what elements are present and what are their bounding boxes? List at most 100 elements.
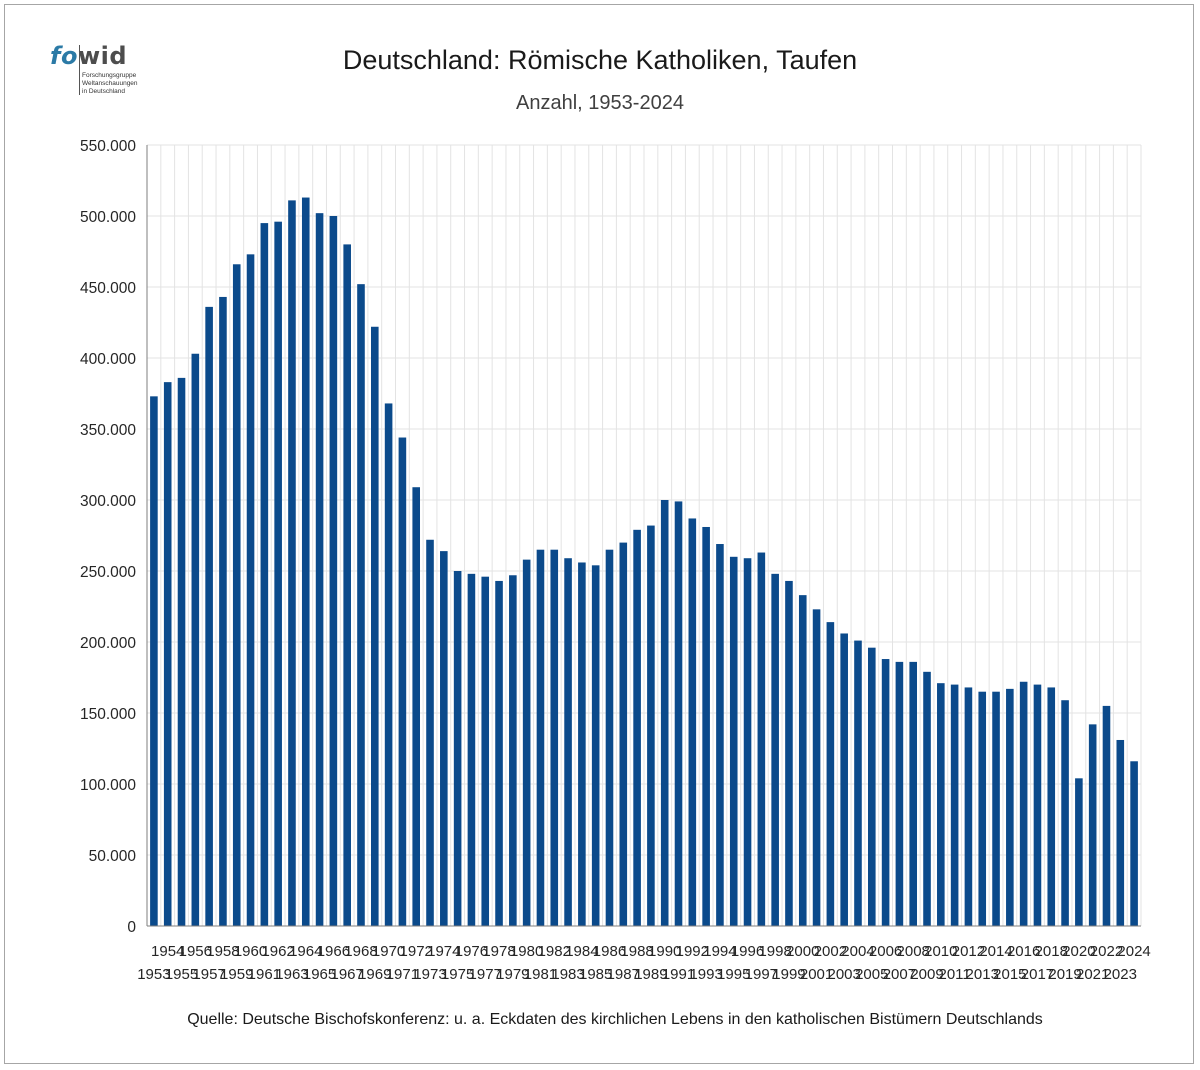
x-tick-label: 2005 [855,966,888,983]
bar [384,403,393,926]
x-tick-label: 2023 [1104,966,1137,983]
bar [633,529,641,926]
x-tick-label: 2009 [910,966,943,983]
x-tick-label: 1999 [772,966,805,983]
x-tick-label: 1986 [593,943,626,960]
bar [1061,700,1069,926]
bar-chart: 0 50.000 100.000 150.000 200.000 250.000 300.0… [80,138,1151,983]
x-tick-label: 1983 [551,966,584,983]
x-tick-label: 1972 [400,943,433,960]
y-tick-label: 100.000 [80,777,136,794]
x-tick-label: 1996 [731,943,764,960]
bar [219,296,227,926]
bar [260,223,269,927]
bar [398,437,407,926]
bar [301,197,310,927]
x-tick-label: 1955 [165,966,198,983]
bar [1047,687,1056,926]
bar [950,684,959,926]
bar [992,691,1000,926]
x-tick-label: 1961 [248,966,281,983]
x-tick-label: 1981 [524,966,557,983]
bars [150,197,1138,927]
x-tick-label: 1992 [676,943,709,960]
bar [453,571,462,926]
logo-wordmark: fowid [50,42,127,70]
x-tick-label: 1971 [386,966,419,983]
x-tick-label: 1980 [510,943,543,960]
x-tick-label: 2024 [1117,943,1150,960]
bar [895,661,904,926]
x-tick-label: 1994 [703,943,736,960]
x-tick-label: 2021 [1076,966,1109,983]
x-tick-label: 1962 [261,943,294,960]
x-tick-label: 1969 [358,966,391,983]
chart-subtitle: Anzahl, 1953-2024 [516,92,684,114]
y-tick-label: 450.000 [80,280,136,297]
bar [440,551,448,926]
x-tick-label: 2016 [1007,943,1040,960]
x-tick-label: 1985 [579,966,612,983]
logo-word-wid: wid [77,42,128,70]
logo-divider [79,45,80,95]
x-tick-label: 2002 [814,943,847,960]
bar [343,244,351,926]
bar [702,526,710,926]
bar [978,691,987,926]
x-tick-label: 2003 [827,966,860,983]
bar [923,671,931,926]
bar [1033,684,1042,926]
x-tick-label: 1976 [455,943,488,960]
bar [867,647,876,926]
bar [840,633,848,926]
bar [163,382,172,926]
bar [964,687,973,926]
bar [798,595,807,926]
x-tick-label: 2001 [800,966,833,983]
y-tick-label: 150.000 [80,706,136,723]
x-tick-label: 1965 [303,966,336,983]
bar [605,549,614,926]
x-tick-label: 2020 [1062,943,1095,960]
bar [881,659,890,926]
x-tick-label: 1990 [648,943,681,960]
x-tick-label: 1957 [192,966,225,983]
bar [854,640,862,926]
x-tick-label: 2004 [841,943,874,960]
bar [315,213,324,926]
bar [1088,724,1097,926]
bar [370,326,379,926]
y-tick-label: 350.000 [80,422,136,439]
bar [550,549,559,926]
x-tick-label: 1991 [662,966,695,983]
x-tick-label: 1984 [565,943,598,960]
bar [191,353,200,926]
x-tick-label: 1975 [441,966,474,983]
bar [509,575,517,926]
x-tick-label: 2006 [869,943,902,960]
x-tick-label: 2015 [993,966,1026,983]
x-tick-label: 2022 [1090,943,1123,960]
x-tick-label: 1956 [179,943,212,960]
bar [771,573,779,926]
y-tick-label: 250.000 [80,564,136,581]
x-tick-label: 1968 [344,943,377,960]
bar [467,573,476,926]
y-tick-label: 300.000 [80,493,136,510]
bar [232,264,241,926]
x-tick-label: 2011 [938,966,970,983]
x-tick-label: 1995 [717,966,750,983]
x-tick-label: 2012 [952,943,985,960]
x-tick-label: 1964 [289,943,322,960]
bar [274,221,282,926]
x-tick-label: 1970 [372,943,405,960]
bar [619,542,628,926]
x-tick-label: 1997 [745,966,778,983]
bar [329,216,338,926]
x-tick-label: 2013 [966,966,999,983]
bar [1019,681,1028,926]
bar [729,556,738,926]
bar [937,683,945,926]
x-tick-label: 1998 [758,943,791,960]
bar [1130,761,1138,926]
